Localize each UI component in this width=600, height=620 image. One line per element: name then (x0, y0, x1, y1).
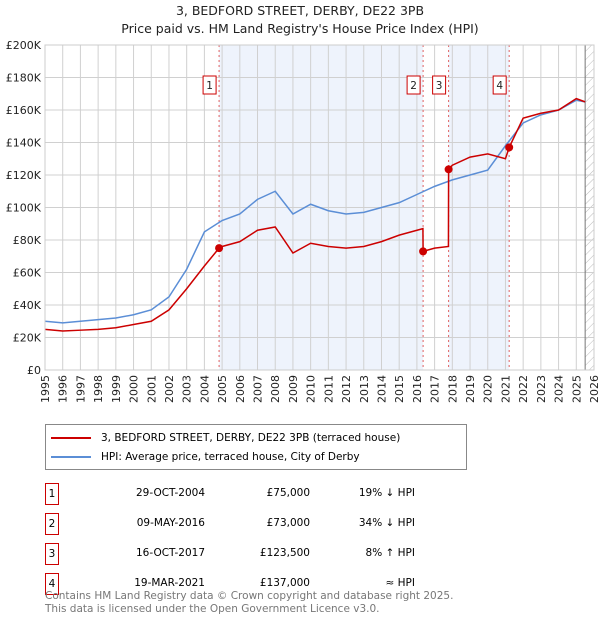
x-tick-label: 2018 (446, 375, 459, 403)
x-tick-label: 2006 (234, 375, 247, 403)
footer-line-1: Contains HM Land Registry data © Crown c… (45, 590, 454, 602)
sale-point (419, 247, 428, 256)
x-tick-label: 1997 (74, 375, 87, 403)
y-tick-label: £120K (6, 169, 42, 182)
sale-date: 19-MAR-2021 (134, 577, 205, 589)
x-tick-label: 2022 (517, 375, 530, 403)
x-tick-label: 1998 (92, 375, 105, 403)
x-tick-label: 2013 (358, 375, 371, 403)
legend: 3, BEDFORD STREET, DERBY, DE22 3PB (terr… (45, 424, 467, 470)
x-tick-label: 2017 (429, 375, 442, 403)
sale-hpi-diff: 8% ↑ HPI (365, 547, 415, 559)
sale-label-box (406, 75, 421, 95)
sale-point (505, 143, 514, 152)
sale-number: 1 (45, 483, 59, 505)
x-tick-label: 2003 (181, 375, 194, 403)
sale-price: £137,000 (259, 577, 310, 589)
x-tick-label: 2026 (588, 375, 600, 403)
sale-hpi-diff: ≈ HPI (385, 577, 415, 589)
sale-label: 3 (436, 80, 443, 92)
sale-row: 1 29-OCT-2004 £75,000 19% ↓ HPI (45, 483, 425, 505)
chart-subtitle: Price paid vs. HM Land Registry's House … (121, 21, 479, 36)
x-tick-label: 2000 (128, 375, 141, 403)
sale-date: 16-OCT-2017 (136, 547, 205, 559)
sale-point (444, 165, 453, 174)
sale-label-box (492, 75, 507, 95)
sale-label: 4 (496, 80, 503, 92)
sale-label-box (432, 75, 447, 95)
y-tick-label: £60K (13, 267, 42, 280)
chart-title: 3, BEDFORD STREET, DERBY, DE22 3PB (175, 3, 425, 18)
sale-price: £75,000 (266, 487, 310, 499)
x-tick-label: 2011 (322, 375, 335, 403)
legend-label: HPI: Average price, terraced house, City… (101, 451, 360, 463)
x-tick-label: 2024 (553, 375, 566, 403)
sale-row: 4 19-MAR-2021 £137,000 ≈ HPI (45, 573, 425, 595)
sale-number: 4 (45, 573, 59, 595)
x-tick-label: 1999 (110, 375, 123, 403)
x-tick-label: 2010 (305, 375, 318, 403)
sale-price: £73,000 (266, 517, 310, 529)
sale-number: 3 (45, 543, 59, 565)
x-tick-label: 2005 (216, 375, 229, 403)
legend-item-property: 3, BEDFORD STREET, DERBY, DE22 3PB (terr… (51, 430, 400, 446)
x-tick-label: 2020 (482, 375, 495, 403)
x-tick-label: 2019 (464, 375, 477, 403)
sale-number: 2 (45, 513, 59, 535)
sale-point (215, 244, 224, 253)
y-tick-label: £0 (27, 364, 41, 377)
x-tick-label: 1995 (39, 375, 52, 403)
legend-item-hpi: HPI: Average price, terraced house, City… (51, 449, 360, 465)
y-tick-label: £20K (13, 332, 42, 345)
x-tick-label: 2002 (163, 375, 176, 403)
blue-line-swatch (51, 456, 91, 458)
x-tick-label: 2012 (340, 375, 353, 403)
x-tick-label: 2025 (570, 375, 583, 403)
y-tick-label: £160K (6, 104, 42, 117)
sale-label-box (202, 75, 217, 95)
plot-frame (44, 44, 595, 371)
x-tick-label: 2023 (535, 375, 548, 403)
sale-date: 09-MAY-2016 (136, 517, 205, 529)
red-line-swatch (51, 437, 91, 439)
series-line (44, 99, 586, 324)
x-tick-label: 2008 (269, 375, 282, 403)
x-tick-label: 2016 (411, 375, 424, 403)
sale-hpi-diff: 19% ↓ HPI (358, 487, 415, 499)
y-tick-label: £80K (13, 234, 42, 247)
y-tick-label: £40K (13, 299, 42, 312)
sale-label: 1 (206, 80, 213, 92)
sale-hpi-diff: 34% ↓ HPI (358, 517, 415, 529)
x-tick-label: 2007 (252, 375, 265, 403)
x-tick-label: 2009 (287, 375, 300, 403)
x-tick-label: 2014 (375, 375, 388, 403)
legend-label: 3, BEDFORD STREET, DERBY, DE22 3PB (terr… (101, 432, 401, 444)
sale-price: £123,500 (259, 547, 310, 559)
sale-row: 3 16-OCT-2017 £123,500 8% ↑ HPI (45, 543, 425, 565)
sale-row: 2 09-MAY-2016 £73,000 34% ↓ HPI (45, 513, 425, 535)
sale-date: 29-OCT-2004 (136, 487, 205, 499)
footer-line-2: This data is licensed under the Open Gov… (45, 603, 380, 615)
x-tick-label: 1996 (57, 375, 70, 403)
x-tick-label: 2015 (393, 375, 406, 403)
y-tick-label: £100K (6, 202, 42, 215)
y-tick-label: £200K (6, 39, 42, 52)
x-tick-label: 2004 (198, 375, 211, 403)
series-line (44, 97, 586, 332)
sale-label: 2 (410, 80, 417, 92)
y-tick-label: £180K (6, 72, 42, 85)
x-tick-label: 2001 (145, 375, 158, 403)
x-tick-label: 2021 (499, 375, 512, 403)
y-tick-label: £140K (6, 137, 42, 150)
price-chart: 1995 1996 1997 1998 1999 2000 2001 2002 2003 2004… (6, 39, 600, 403)
